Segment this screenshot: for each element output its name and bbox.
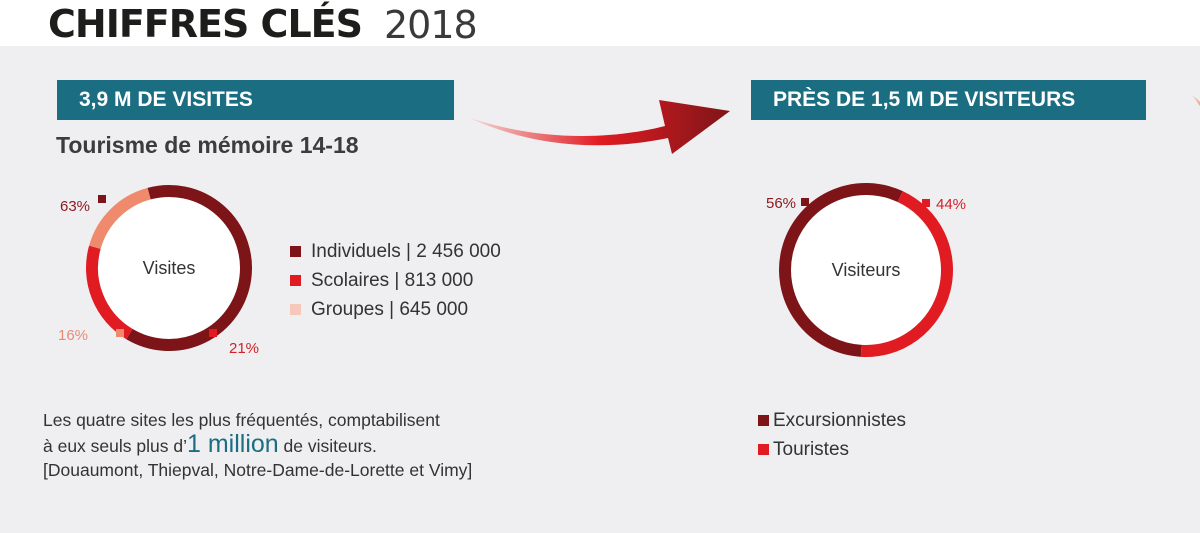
slice-marker-touristes [922,199,930,207]
legend-label: Excursionnistes [773,409,907,431]
percent-label-excursionnistes: 56% [766,195,796,212]
header-bar: CHIFFRES CLÉS 2018 [0,0,1200,47]
legend-item-individuels: Individuels | 2 456 000 [290,237,501,266]
legend-swatch [290,275,301,286]
donut-slice-scolaires [86,245,133,340]
donut-center-label: Visites [143,258,196,278]
note-line-1: Les quatre sites les plus fréquentés, co… [43,410,440,430]
legend-item-groupes: Groupes | 645 000 [290,295,501,324]
flow-arrow-partial [1190,94,1200,106]
page-title: CHIFFRES CLÉS [48,2,363,46]
legend-visiteurs: Excursionnistes Touristes [758,406,906,464]
legend-visites: Individuels | 2 456 000 Scolaires | 813 0… [290,237,501,324]
banner-visites: 3,9 M DE VISITES [57,80,454,120]
note-line-2-suffix: de visiteurs. [278,436,377,456]
percent-label-scolaires: 21% [229,340,259,357]
donut-slice-groupes [89,187,151,250]
chart-subtitle: Tourisme de mémoire 14-18 [56,132,359,158]
legend-item-scolaires: Scolaires | 813 000 [290,266,501,295]
flow-arrow [470,100,730,154]
donut-center [98,197,240,339]
legend-swatch [758,444,769,455]
donut-center-label: Visiteurs [832,260,901,280]
note-line-2: à eux seuls plus d’1 million de visiteur… [43,432,472,458]
donut-slice-individuels [126,185,252,351]
legend-label: Individuels | 2 456 000 [311,240,501,262]
percent-label-touristes: 44% [936,196,966,213]
key-figures-panel: 63% 21% 16% Visites 56% 44% Visiteurs 3,9 M D… [0,46,1200,533]
legend-swatch [758,415,769,426]
donut-slice-excursionnistes [779,183,903,357]
note-line-3: [Douaumont, Thiepval, Notre-Dame-de-Lore… [43,460,473,480]
donut-center [791,195,941,345]
slice-marker-scolaires [209,329,217,337]
page-title-year: 2018 [384,3,478,47]
donut-chart-visites: 63% 21% 16% Visites [58,185,259,357]
percent-label-individuels: 63% [60,198,90,215]
percent-label-groupes: 16% [58,327,88,344]
sites-note: Les quatre sites les plus fréquentés, co… [43,408,472,482]
slice-marker-excursionnistes [801,198,809,206]
slice-marker-individuels [98,195,106,203]
legend-swatch [290,304,301,315]
chart-canvas: 63% 21% 16% Visites 56% 44% Visiteurs [58,94,1200,357]
donut-slice-touristes [860,191,953,357]
legend-swatch [290,246,301,257]
slice-marker-groupes [116,329,124,337]
banner-visiteurs: PRÈS DE 1,5 M DE VISITEURS [751,80,1146,120]
donut-chart-visiteurs: 56% 44% Visiteurs [766,183,966,357]
legend-label: Touristes [773,438,850,460]
legend-item-excursionnistes: Excursionnistes [758,406,906,435]
legend-label: Groupes | 645 000 [311,298,469,320]
note-highlight: 1 million [186,430,279,458]
legend-label: Scolaires | 813 000 [311,269,474,291]
note-line-2-prefix: à eux seuls plus d’ [43,436,187,456]
legend-item-touristes: Touristes [758,435,906,464]
